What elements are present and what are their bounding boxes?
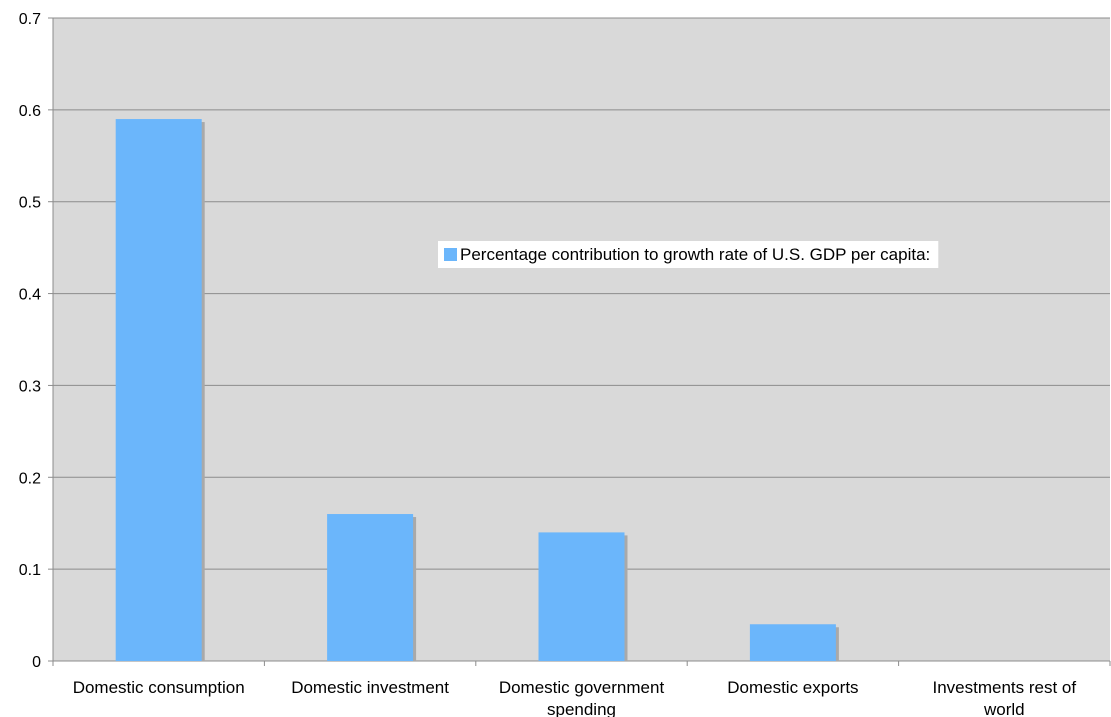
bar — [327, 514, 414, 661]
x-category-label: Domestic exports — [727, 678, 858, 697]
y-tick-label: 0.3 — [19, 378, 41, 395]
y-tick-label: 0.5 — [19, 195, 41, 212]
x-category-label: Domestic consumption — [73, 678, 245, 697]
x-category-label: Investments rest of — [932, 678, 1076, 697]
y-tick-label: 0.2 — [19, 470, 41, 487]
y-tick-label: 0.7 — [19, 11, 41, 28]
y-tick-label: 0.1 — [19, 562, 41, 579]
bar — [749, 624, 836, 661]
legend-swatch — [444, 248, 457, 261]
x-category-label: spending — [547, 700, 616, 717]
bar — [538, 532, 625, 661]
bar — [115, 119, 202, 662]
x-category-label: world — [983, 700, 1025, 717]
y-tick-label: 0.6 — [19, 103, 41, 120]
x-category-label: Domestic investment — [291, 678, 449, 697]
y-tick-label: 0.4 — [19, 287, 41, 304]
y-tick-label: 0 — [32, 654, 41, 671]
legend-label: Percentage contribution to growth rate o… — [460, 245, 930, 264]
legend-box — [438, 241, 939, 268]
x-category-label: Domestic government — [499, 678, 665, 697]
